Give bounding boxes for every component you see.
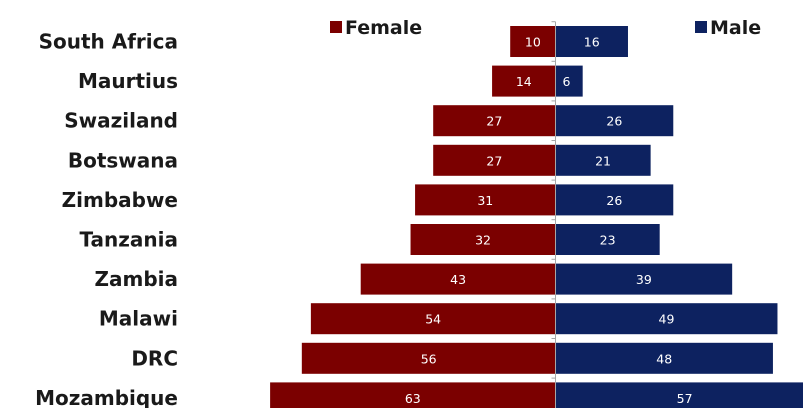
bar-female-tanzania bbox=[410, 224, 556, 255]
category-label-malawi: Malawi bbox=[99, 307, 178, 331]
value-label-female-south-africa: 10 bbox=[525, 35, 541, 50]
value-label-female-mozambique: 63 bbox=[405, 391, 421, 406]
bar-female-botswana bbox=[433, 144, 556, 176]
value-label-female-swaziland: 27 bbox=[486, 114, 502, 129]
bar-female-malawi bbox=[310, 303, 556, 335]
bar-female-drc bbox=[301, 342, 556, 374]
value-label-female-maurtius: 14 bbox=[516, 74, 532, 89]
legend-label-male: Male bbox=[710, 17, 761, 39]
category-label-tanzania: Tanzania bbox=[79, 228, 178, 252]
bar-male-tanzania bbox=[555, 224, 660, 255]
value-label-male-drc: 48 bbox=[656, 351, 672, 366]
legend-label-female: Female bbox=[345, 17, 422, 39]
bar-female-south-africa bbox=[510, 26, 556, 57]
bar-male-zimbabwe bbox=[555, 184, 674, 216]
bar-male-zambia bbox=[555, 263, 733, 295]
value-label-female-zimbabwe: 31 bbox=[477, 193, 493, 208]
value-label-male-malawi: 49 bbox=[659, 312, 675, 327]
category-label-zimbabwe: Zimbabwe bbox=[62, 188, 178, 212]
category-label-mozambique: Mozambique bbox=[35, 386, 178, 408]
bar-male-south-africa bbox=[555, 26, 628, 57]
chart-legend: Female Male bbox=[330, 17, 761, 39]
bar-male-drc bbox=[555, 342, 773, 374]
category-label-botswana: Botswana bbox=[68, 148, 178, 172]
category-label-south-africa: South Africa bbox=[39, 30, 178, 54]
value-label-male-south-africa: 16 bbox=[584, 35, 600, 50]
value-label-male-maurtius: 6 bbox=[563, 74, 571, 89]
bar-female-swaziland bbox=[433, 105, 556, 137]
bar-male-mozambique bbox=[555, 382, 803, 408]
value-label-male-swaziland: 26 bbox=[606, 114, 622, 129]
category-label-drc: DRC bbox=[131, 346, 178, 370]
value-label-male-zambia: 39 bbox=[636, 272, 652, 287]
value-label-male-botswana: 21 bbox=[595, 153, 611, 168]
value-label-male-mozambique: 57 bbox=[677, 391, 693, 406]
value-label-female-malawi: 54 bbox=[425, 312, 441, 327]
bar-male-swaziland bbox=[555, 105, 674, 137]
value-label-female-zambia: 43 bbox=[450, 272, 466, 287]
value-label-female-tanzania: 32 bbox=[475, 233, 491, 248]
value-label-male-tanzania: 23 bbox=[600, 233, 616, 248]
value-label-male-zimbabwe: 26 bbox=[606, 193, 622, 208]
value-label-female-drc: 56 bbox=[421, 351, 437, 366]
bars-group: 10 16 14 6 27 26 27 21 31 26 32 23 43 39 54 49 56 48 63 57 bbox=[270, 26, 803, 408]
bar-female-mozambique bbox=[270, 382, 556, 408]
center-axis bbox=[551, 21, 556, 408]
category-label-maurtius: Maurtius bbox=[78, 69, 178, 93]
bar-female-zambia bbox=[360, 263, 556, 295]
bar-female-maurtius bbox=[492, 65, 556, 97]
category-label-swaziland: Swaziland bbox=[64, 109, 178, 133]
legend-swatch-male bbox=[695, 21, 707, 33]
bar-male-botswana bbox=[555, 144, 651, 176]
value-label-female-botswana: 27 bbox=[486, 153, 502, 168]
category-labels: South Africa Maurtius Swaziland Botswana Zim… bbox=[35, 30, 178, 408]
bar-male-malawi bbox=[555, 303, 778, 335]
bar-male-maurtius bbox=[555, 65, 583, 97]
legend-swatch-female bbox=[330, 21, 342, 33]
category-label-zambia: Zambia bbox=[94, 267, 178, 291]
bar-female-zimbabwe bbox=[415, 184, 556, 216]
